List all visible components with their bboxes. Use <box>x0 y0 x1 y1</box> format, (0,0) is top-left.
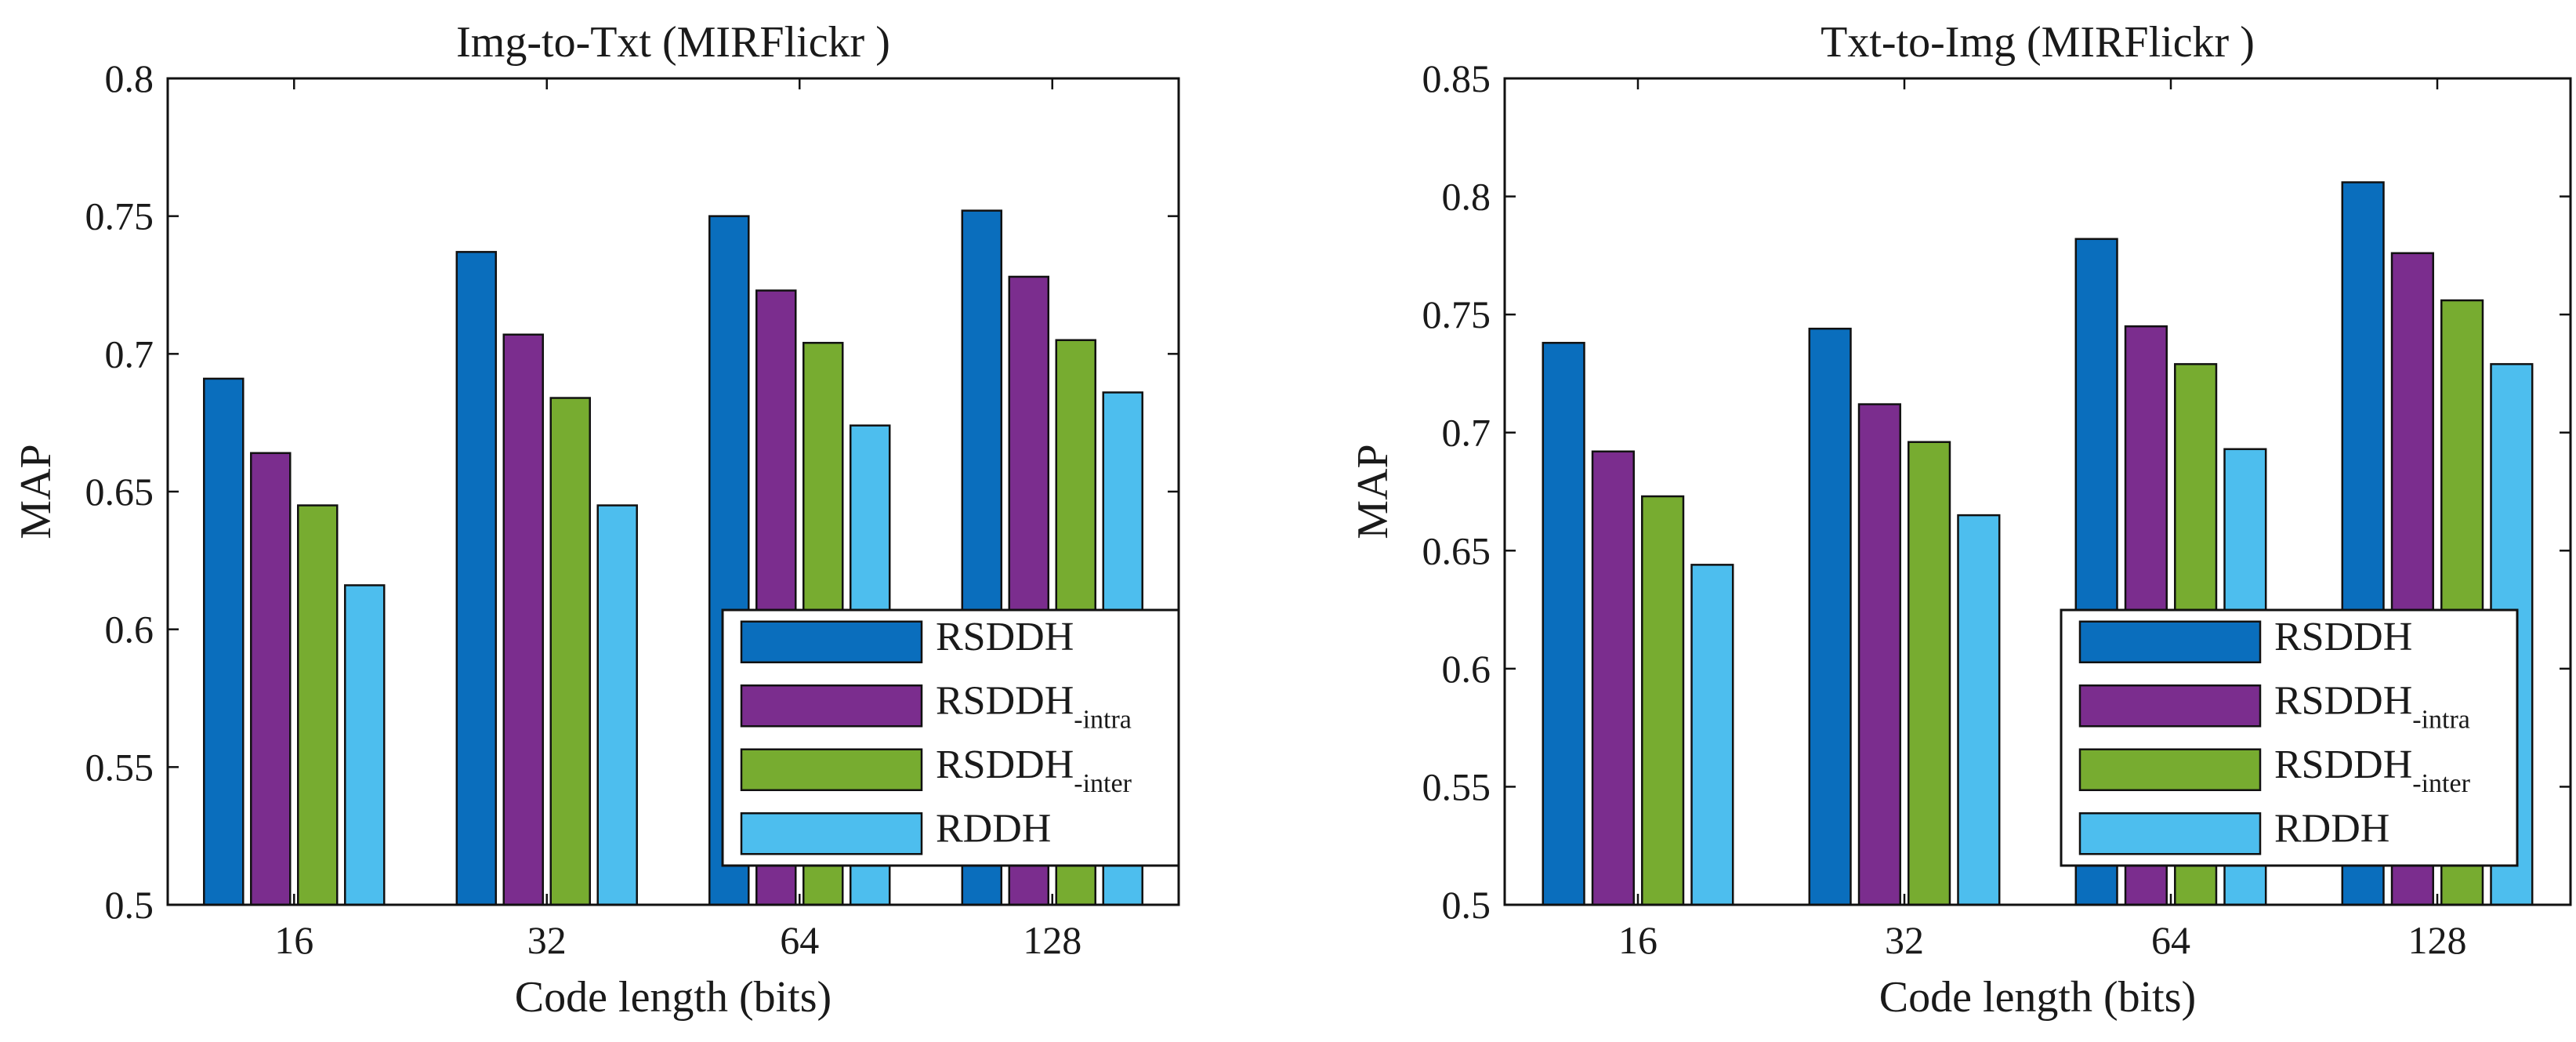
plot-frame <box>166 77 1180 906</box>
legend-label: RDDH <box>936 806 1051 851</box>
legend-swatch <box>740 748 923 791</box>
legend-label-subscript: -intra <box>1074 705 1132 734</box>
y-axis-label: MAP <box>1349 444 1397 539</box>
y-tick-label: 0.65 <box>1422 528 1491 572</box>
bar-rsddh-inter-32 <box>1908 441 1951 906</box>
x-tick-label: 16 <box>1618 918 1658 962</box>
x-tick-label: 64 <box>780 918 819 962</box>
x-tick-label: 128 <box>1023 918 1081 962</box>
bar-rddh-32 <box>596 504 638 906</box>
legend-label-subscript: -inter <box>1074 769 1132 798</box>
legend-swatch <box>740 684 923 728</box>
y-tick-label: 0.85 <box>1422 56 1491 100</box>
legend-label-subscript: -inter <box>2412 769 2470 798</box>
bar-rsddh-intra-32 <box>1857 403 1901 906</box>
legend-swatch <box>2078 812 2262 855</box>
x-tick-label: 128 <box>2408 918 2467 962</box>
bar-rsddh-inter-16 <box>1641 495 1685 906</box>
bar-rsddh-intra-16 <box>250 452 292 906</box>
bar-rsddh-16 <box>1542 342 1585 906</box>
x-tick-label: 64 <box>2151 918 2190 962</box>
bar-rsddh-32 <box>1808 327 1852 906</box>
y-tick-label: 0.6 <box>105 608 154 652</box>
chart-txt-to-img: 16 32 64 128 0.5 0.55 0.6 0.65 0.7 0.75 0.8 0.85 Txt… <box>1349 18 2572 1022</box>
y-tick-label: 0.7 <box>105 332 154 376</box>
legend-swatch <box>2078 684 2262 728</box>
legend-swatch <box>740 620 923 663</box>
bar-rsddh-32 <box>455 251 498 906</box>
bar-rsddh-inter-16 <box>296 504 339 906</box>
y-tick-label: 0.8 <box>1442 175 1491 219</box>
x-axis-label: Code length (bits) <box>1879 973 2196 1022</box>
y-tick-label: 0.5 <box>1442 883 1491 927</box>
bar-rddh-32 <box>1957 514 2001 906</box>
legend-label: RSDDH <box>2274 615 2412 659</box>
y-tick-label: 0.55 <box>1422 764 1491 808</box>
chart-img-to-txt: 16 32 64 128 0.5 0.55 0.6 0.65 0.7 0.75 0.8 Img-to-… <box>12 18 1180 1022</box>
bar-rsddh-intra-16 <box>1591 450 1635 906</box>
y-tick-label: 0.75 <box>85 194 154 238</box>
y-axis-label: MAP <box>12 444 60 539</box>
legend-swatch <box>2078 748 2262 791</box>
legend-label: RSDDH <box>936 615 1074 659</box>
bar-rsddh-16 <box>203 377 245 906</box>
y-tick-label: 0.7 <box>1442 411 1491 455</box>
y-tick-label: 0.6 <box>1442 647 1491 691</box>
plot-frame <box>1503 77 2572 906</box>
bar-rsddh-intra-32 <box>502 333 545 906</box>
x-tick-label: 16 <box>274 918 313 962</box>
y-tick-label: 0.55 <box>85 745 154 789</box>
x-axis-label: Code length (bits) <box>515 973 831 1022</box>
legend-label: RDDH <box>2274 806 2389 851</box>
y-tick-label: 0.75 <box>1422 292 1491 336</box>
x-tick-label: 32 <box>1885 918 1924 962</box>
y-tick-label: 0.5 <box>105 883 154 927</box>
chart-title: Img-to-Txt (MIRFlickr ) <box>456 18 890 67</box>
bar-rddh-16 <box>343 584 386 906</box>
y-tick-label: 0.8 <box>105 56 154 100</box>
chart-title: Txt-to-Img (MIRFlickr ) <box>1821 18 2255 67</box>
bar-rddh-16 <box>1690 564 1734 906</box>
x-tick-label: 32 <box>527 918 567 962</box>
legend-swatch <box>740 812 923 855</box>
y-tick-label: 0.65 <box>85 470 154 514</box>
legend-swatch <box>2078 620 2262 663</box>
bar-rsddh-inter-32 <box>549 397 591 906</box>
legend-label-subscript: -intra <box>2412 705 2470 734</box>
